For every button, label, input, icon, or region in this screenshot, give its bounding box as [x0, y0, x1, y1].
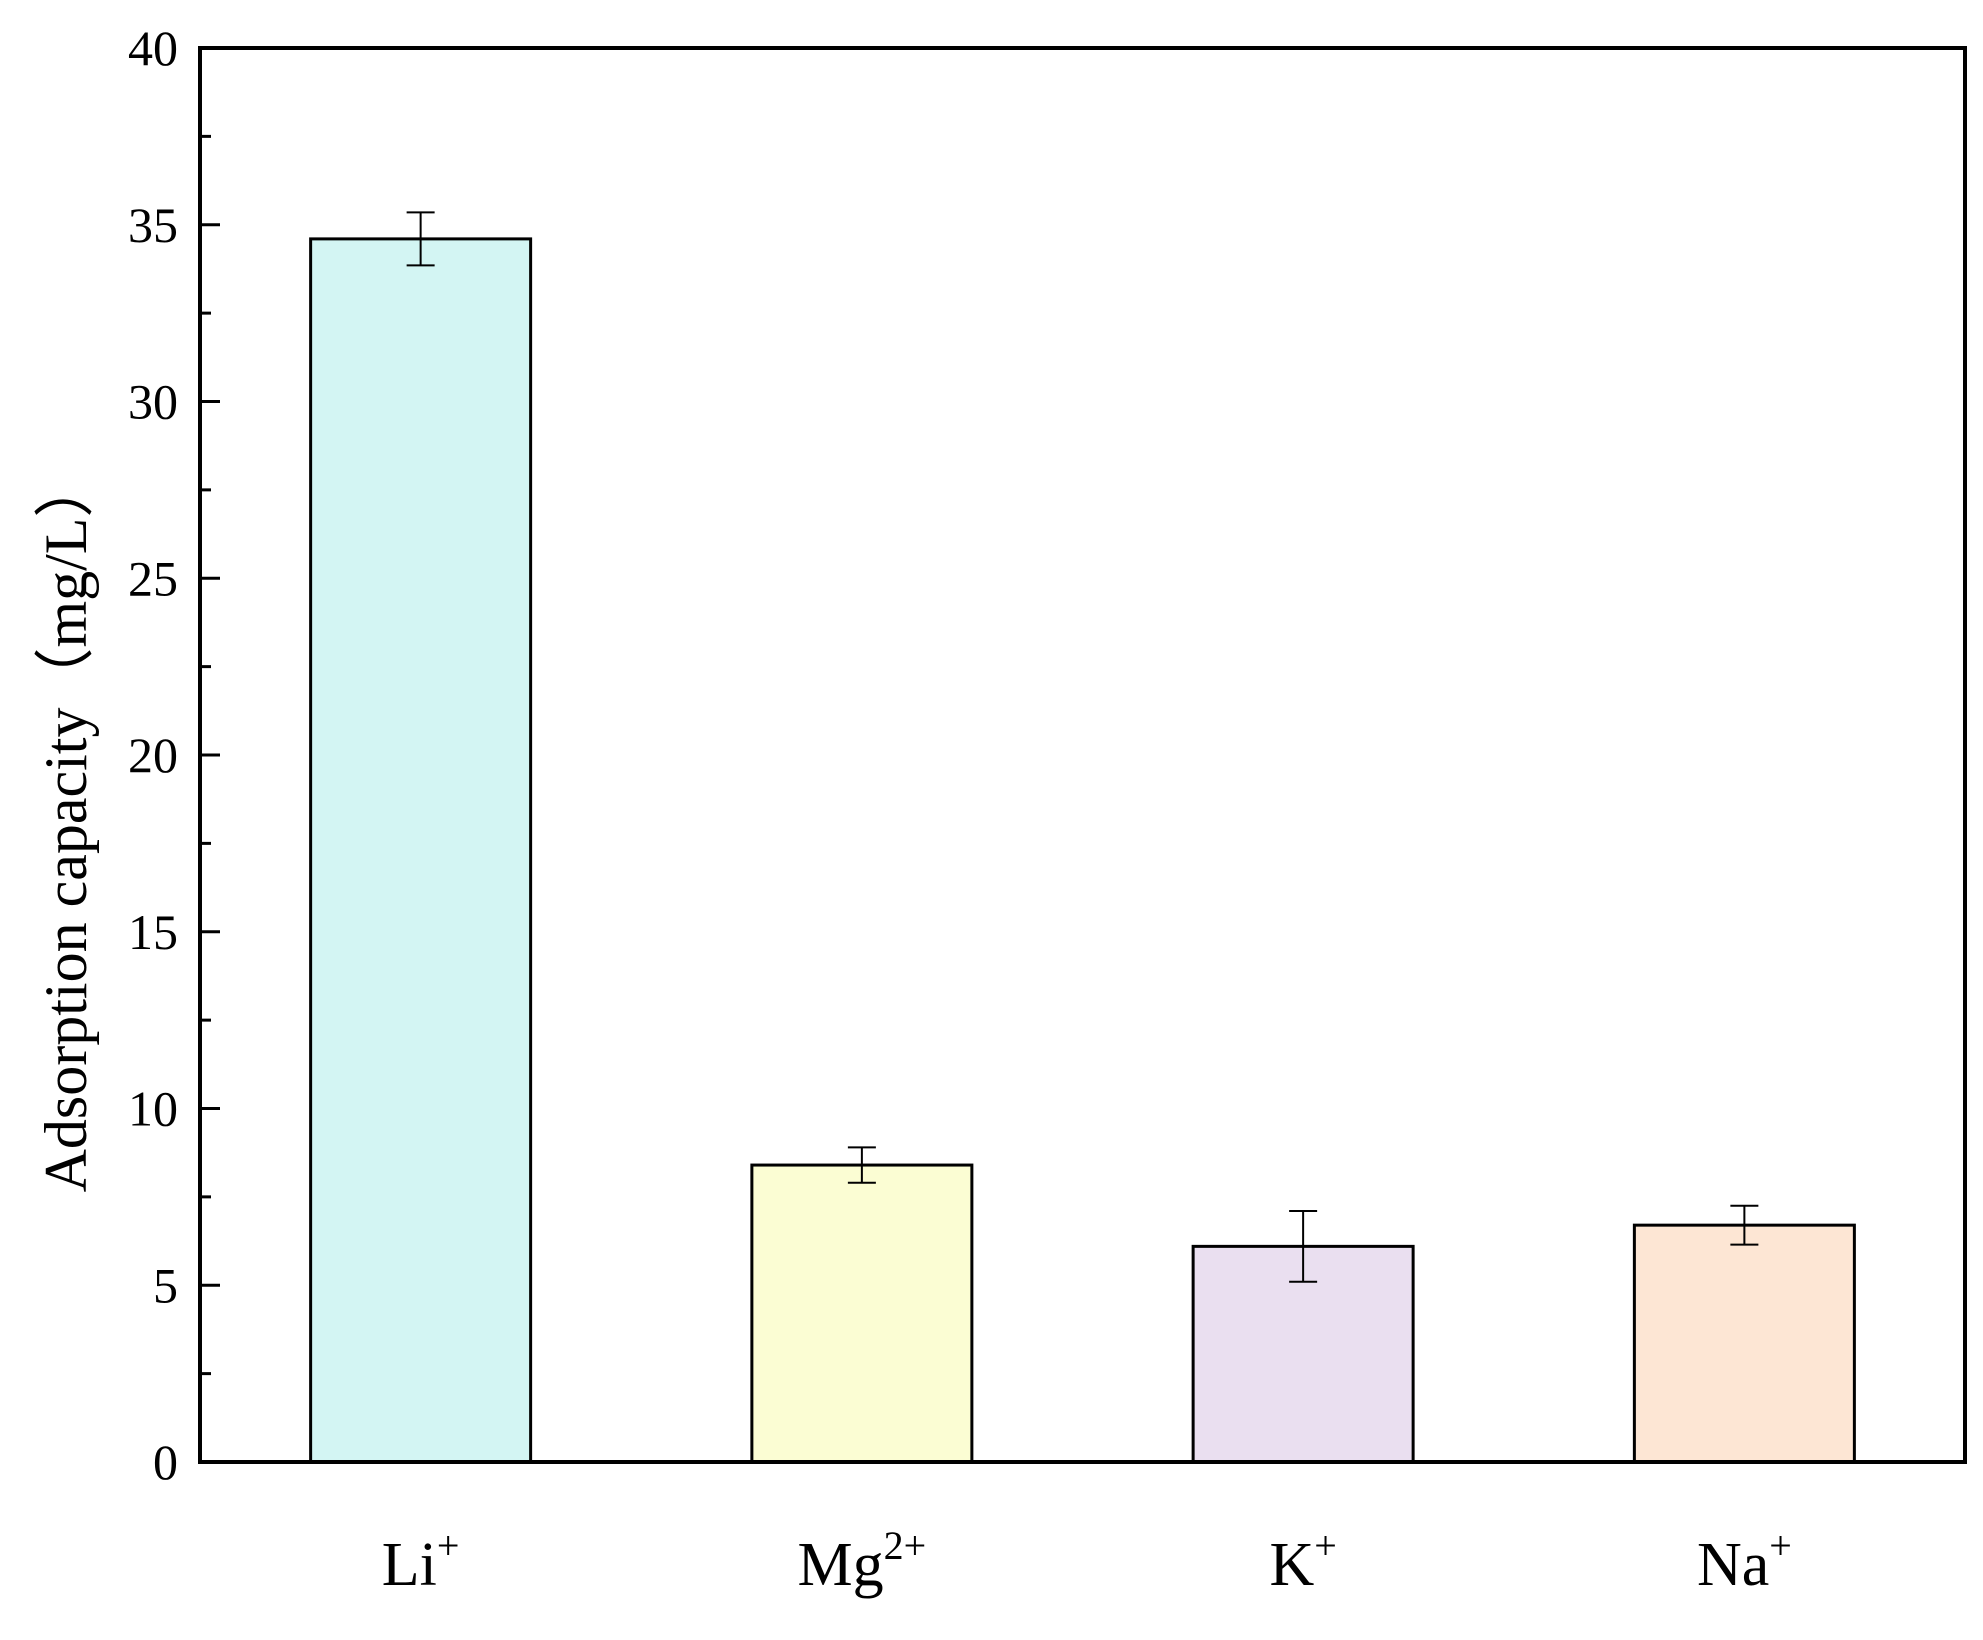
y-tick-label: 10: [128, 1081, 178, 1137]
y-tick-label: 15: [128, 904, 178, 960]
error-bar-mg: [847, 1146, 876, 1184]
y-tick-label: 30: [128, 374, 178, 430]
y-axis-ticks: 0 5 10 15 20 25 30 35 40: [128, 20, 220, 1490]
x-axis-category-labels: Li+ Mg2+ K+ Na+: [382, 1523, 1792, 1599]
error-bar-k: [1289, 1210, 1318, 1283]
y-tick-label: 20: [128, 727, 178, 783]
y-axis-title: Adsorption capacity（mg/L）: [33, 458, 99, 1193]
y-tick-label: 40: [128, 20, 178, 76]
y-tick-label: 25: [128, 550, 178, 606]
y-tick-label: 5: [153, 1257, 178, 1313]
x-tick-label-k: K+: [1269, 1523, 1336, 1599]
x-tick-label-na: Na+: [1697, 1523, 1792, 1599]
y-tick-label: 0: [153, 1434, 178, 1490]
error-bar-li: [406, 211, 435, 267]
bar-na: [1632, 1223, 1856, 1464]
y-tick-label: 35: [128, 197, 178, 253]
bar-li: [309, 237, 533, 1464]
x-tick-label-li: Li+: [382, 1523, 460, 1599]
error-bars-layer: [406, 211, 1759, 1283]
error-bar-na: [1730, 1204, 1759, 1246]
bar-mg: [750, 1163, 974, 1464]
x-tick-label-mg: Mg2+: [798, 1523, 927, 1599]
bars-layer: [309, 237, 1856, 1464]
